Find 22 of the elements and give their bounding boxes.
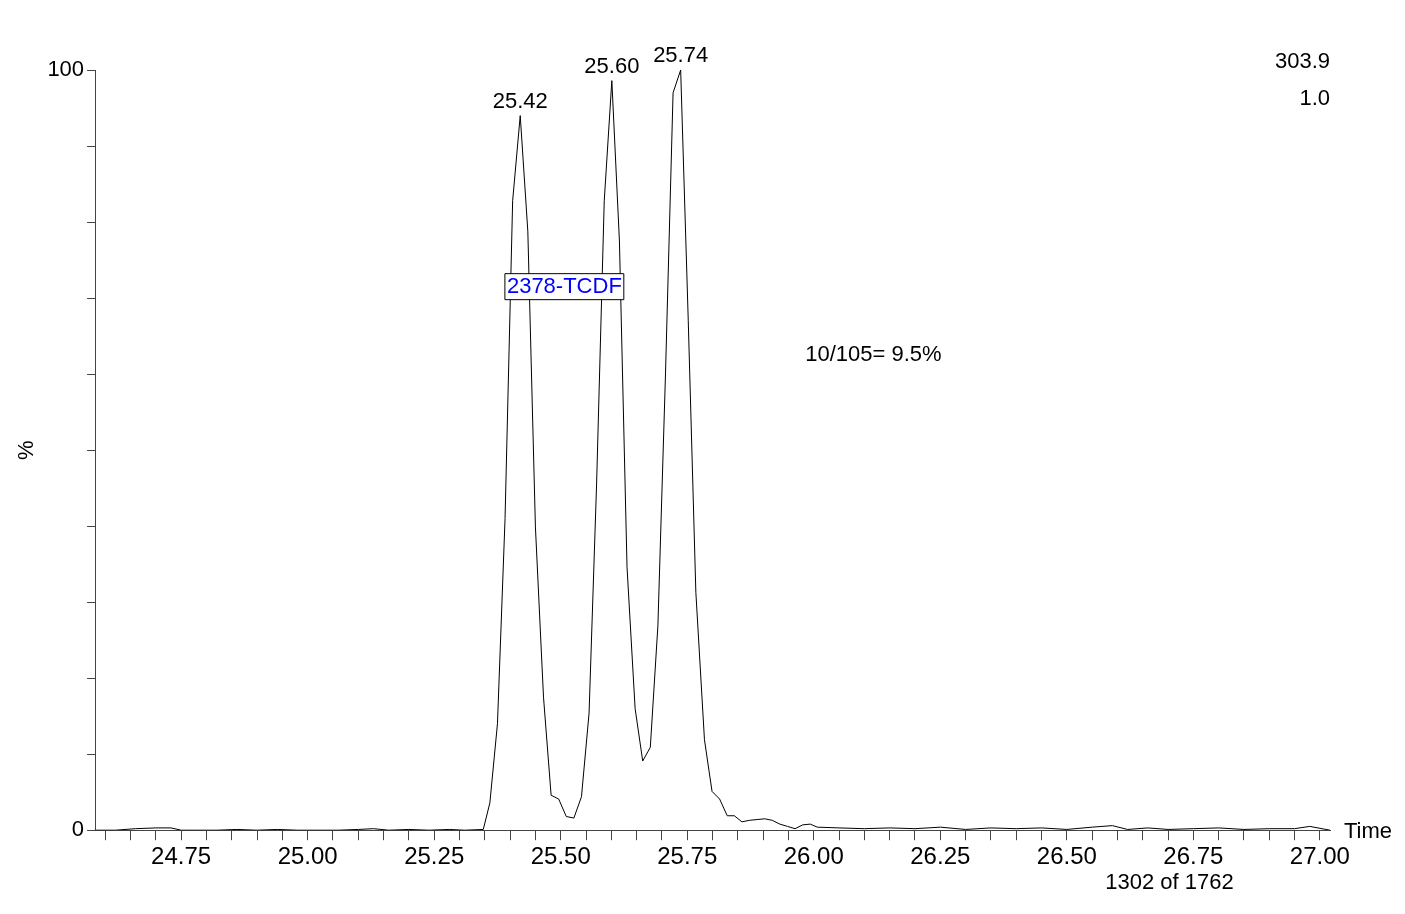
x-tick-label: 25.75 xyxy=(657,842,718,870)
x-tick-label: 25.25 xyxy=(404,842,465,870)
x-axis-title: Time xyxy=(1344,818,1393,844)
y-axis-title: % xyxy=(13,440,39,460)
annotation: 2378-TCDF xyxy=(506,272,622,298)
x-tick-label: 26.25 xyxy=(910,842,971,870)
y-tick-label: 0 xyxy=(71,816,85,842)
annotation: 1.0 xyxy=(1299,85,1330,111)
x-tick-label: 24.75 xyxy=(151,842,212,870)
annotation: 303.9 xyxy=(1274,48,1330,74)
x-tick-label: 26.75 xyxy=(1163,842,1224,870)
x-tick-label: 25.00 xyxy=(277,842,338,870)
x-tick-label: 26.50 xyxy=(1036,842,1097,870)
annotation: 25.74 xyxy=(653,42,709,68)
annotation: 25.60 xyxy=(584,52,640,78)
text: 1302 of 1762 xyxy=(1105,869,1234,895)
x-tick-label: 25.50 xyxy=(530,842,591,870)
y-tick-label: 100 xyxy=(47,56,85,82)
x-tick-label: 26.00 xyxy=(783,842,844,870)
annotation: 25.42 xyxy=(492,87,548,113)
annotation: 10/105= 9.5% xyxy=(805,341,942,367)
x-tick-label: 27.00 xyxy=(1289,842,1350,870)
